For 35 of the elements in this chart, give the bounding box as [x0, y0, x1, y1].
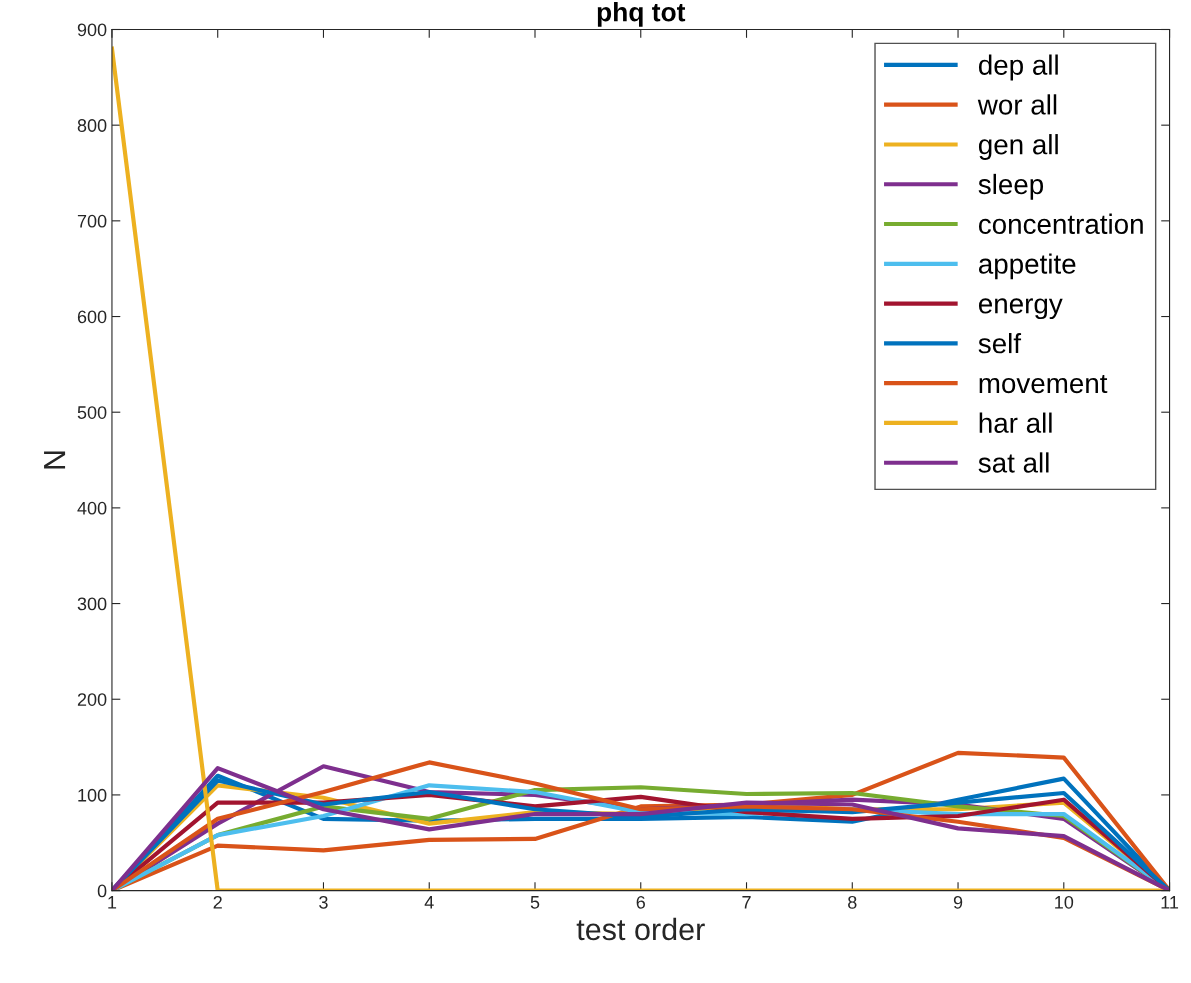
legend-label: sat all	[978, 452, 1049, 473]
x-tick-label: 4	[424, 896, 434, 909]
y-tick-label: 300	[77, 597, 107, 611]
legend-label: har all	[979, 412, 1052, 433]
y-tick-label: 100	[78, 788, 107, 802]
y-tick-label: 900	[77, 23, 107, 37]
x-tick-label: 1	[108, 896, 117, 909]
y-axis-title: N	[44, 451, 66, 469]
x-tick-label: 9	[953, 895, 963, 909]
legend-label: wor all	[977, 94, 1057, 115]
legend-label: concentration	[978, 213, 1143, 235]
y-tick-label: 400	[77, 501, 107, 515]
chart-title: phq tot	[597, 2, 686, 27]
y-tick-label: 500	[77, 406, 107, 419]
legend-label: movement	[979, 374, 1108, 394]
y-tick-label: 600	[77, 310, 107, 324]
x-tick-label: 5	[530, 896, 540, 909]
x-tick-label: 3	[319, 895, 328, 909]
x-tick-label: 7	[742, 896, 751, 909]
y-tick-label: 700	[77, 214, 107, 228]
y-tick-label: 800	[77, 119, 107, 132]
x-tick-label: 2	[213, 895, 222, 909]
legend-label: appetite	[978, 253, 1076, 280]
legend-label: self	[978, 332, 1022, 354]
legend-label: dep all	[978, 54, 1058, 81]
x-tick-label: 8	[848, 895, 857, 909]
legend-label: sleep	[978, 173, 1044, 200]
x-tick-label: 10	[1055, 895, 1074, 909]
x-tick-label: 6	[636, 895, 645, 909]
x-tick-label: 11	[1161, 896, 1179, 909]
x-axis-title: test order	[576, 917, 705, 941]
legend-label: gen all	[978, 134, 1058, 160]
legend-label: energy	[978, 298, 1063, 320]
y-tick-label: 0	[97, 884, 107, 898]
y-tick-label: 200	[77, 693, 107, 706]
